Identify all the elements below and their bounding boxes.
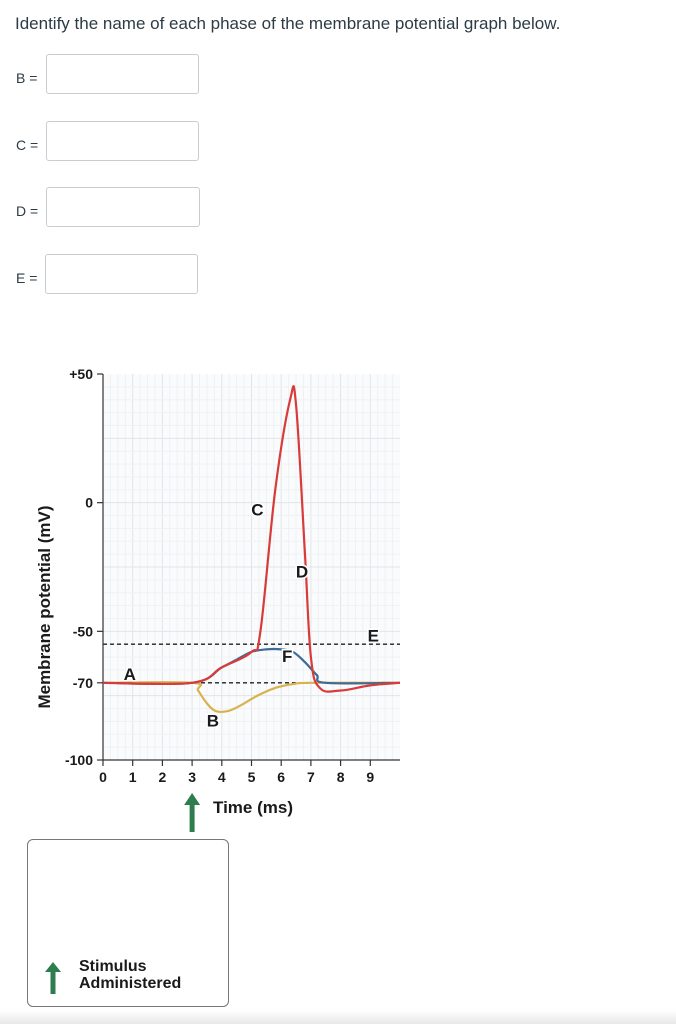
phase-label-d: D [296, 562, 308, 581]
answer-input-e[interactable] [45, 254, 198, 294]
chart-axes: +50 0 -50 -70 -100 0 1 2 3 4 5 6 7 8 9 Membrane potenti… [35, 366, 400, 832]
stimulus-marker-icon [184, 793, 201, 832]
chart-labels: A B C D E F [122, 499, 380, 732]
y-tick-label: -70 [73, 675, 93, 691]
answer-label-c: C = [16, 137, 39, 153]
x-tick-label: 7 [307, 769, 315, 785]
answer-input-c[interactable] [46, 121, 199, 161]
y-axis-title: Membrane potential (mV) [35, 505, 54, 708]
y-tick-label: +50 [69, 366, 93, 382]
x-tick-label: 3 [188, 769, 196, 785]
stimulus-legend-label: Stimulus Administered [79, 958, 181, 992]
phase-label-c: C [251, 501, 263, 520]
question-text: Identify the name of each phase of the m… [15, 14, 561, 33]
page-bottom-edge [0, 1010, 676, 1024]
membrane-potential-chart: +50 0 -50 -70 -100 0 1 2 3 4 5 6 7 8 9 Membrane potenti… [35, 366, 401, 832]
answer-label-e: E = [16, 270, 38, 286]
series-line [102, 385, 401, 693]
x-tick-label: 6 [277, 769, 285, 785]
phase-label-a: A [124, 665, 136, 684]
stimulus-legend-line1: Stimulus [79, 958, 147, 975]
x-tick-label: 2 [159, 769, 167, 785]
x-tick-label: 1 [129, 769, 137, 785]
y-tick-label: 0 [85, 495, 93, 511]
y-tick-label: -100 [65, 752, 93, 768]
stimulus-legend-box [27, 839, 229, 1007]
answer-input-d[interactable] [46, 187, 200, 227]
stimulus-legend-line2: Administered [79, 975, 182, 992]
y-tick-label: -50 [73, 623, 93, 639]
x-tick-label: 0 [99, 769, 107, 785]
chart-series [102, 385, 401, 714]
phase-label-f: F [282, 647, 292, 666]
answer-label-b: B = [16, 70, 38, 86]
chart-grid [103, 374, 400, 760]
x-tick-label: 9 [366, 769, 374, 785]
x-tick-label: 8 [337, 769, 345, 785]
answer-label-d: D = [16, 203, 39, 219]
stimulus-arrow-icon [45, 962, 61, 994]
series-line [102, 681, 401, 714]
phase-label-b: B [207, 712, 219, 731]
x-tick-label: 5 [248, 769, 256, 785]
x-axis-title: Time (ms) [213, 798, 293, 817]
answer-input-b[interactable] [46, 54, 199, 94]
x-tick-label: 4 [218, 769, 226, 785]
phase-label-e: E [368, 627, 379, 646]
